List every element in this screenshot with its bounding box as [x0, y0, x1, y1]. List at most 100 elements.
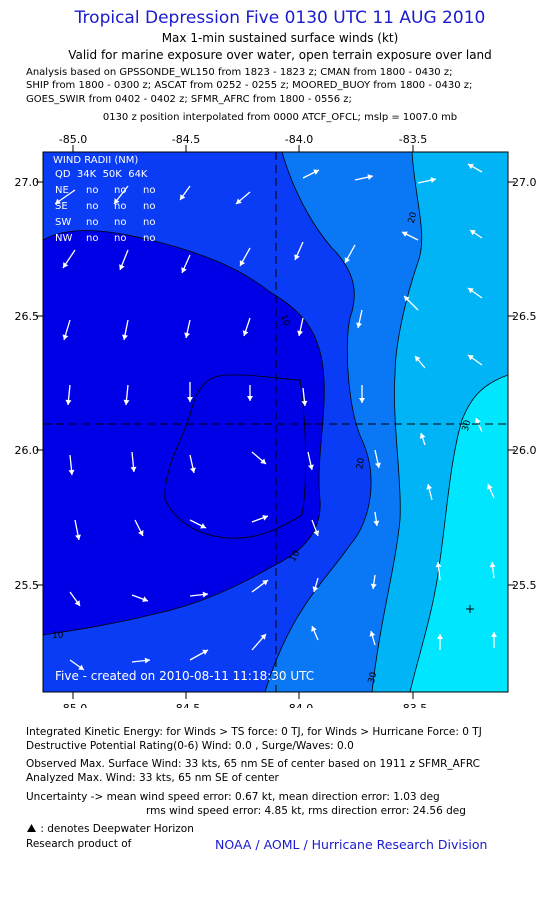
dpr-line: Destructive Potential Rating(0-6) Wind: …	[26, 740, 354, 752]
map-footer: Five - created on 2010-08-11 11:18:30 UT…	[55, 669, 314, 683]
radii-50k: no	[114, 217, 126, 228]
wind-arrow	[189, 454, 196, 474]
wind-analysis-map: 10 20 30 10 30 10 20 WIND RADII (NM) QD …	[15, 133, 537, 708]
radii-quad: NE	[55, 185, 69, 196]
analysis-line: GOES_SWIR from 0402 - 0402 z; SFMR_AFRC …	[26, 93, 352, 105]
wind-radii-table: WIND RADII (NM) QD 34K 50K 64K NE no no …	[53, 155, 155, 244]
contour-line-20b	[371, 152, 423, 692]
wind-arrow	[131, 657, 151, 664]
lat-tick-label: 27.0	[15, 176, 40, 189]
wind-arrow	[181, 254, 191, 274]
wind-arrow	[131, 594, 149, 603]
contour-line-10	[43, 230, 325, 636]
deepwater-text: : denotes Deepwater Horizon	[40, 823, 194, 835]
wind-arrow	[370, 574, 377, 590]
wind-arrow	[487, 483, 495, 499]
wind-arrow	[344, 244, 356, 264]
wind-arrow	[62, 319, 71, 341]
lat-tick-label: 26.0	[15, 444, 40, 457]
wind-arrow	[403, 295, 419, 311]
wind-arrow	[467, 354, 483, 366]
wind-arrow	[119, 249, 129, 271]
radii-row-ne: NE no no no	[55, 185, 155, 196]
plot-frame	[42, 151, 509, 693]
uncertainty-line-1: Uncertainty -> mean wind speed error: 0.…	[26, 791, 440, 803]
lat-tick-label: 26.5	[512, 310, 537, 323]
page-title: Tropical Depression Five 0130 UTC 11 AUG…	[74, 8, 486, 28]
wind-arrow	[489, 561, 496, 579]
wind-arrow	[74, 519, 81, 541]
wind-arrow	[356, 309, 363, 329]
wind-arrow	[65, 384, 72, 406]
radii-50k: no	[114, 233, 126, 244]
position-line: 0130 z position interpolated from 0000 A…	[102, 112, 458, 123]
contour-labels: 10 20 30 10 30 10 20	[52, 211, 474, 685]
radii-64k: no	[143, 185, 155, 196]
contour-lines	[43, 152, 508, 692]
wind-arrow	[437, 634, 443, 650]
wind-arrow	[242, 317, 251, 337]
wind-arrow	[354, 174, 374, 181]
axis-ticks	[36, 145, 515, 699]
radii-64k: no	[143, 217, 155, 228]
radii-34k: no	[86, 201, 98, 212]
wind-arrow	[373, 511, 380, 527]
radii-row-se: SE no no no	[55, 201, 155, 212]
wind-arrow	[62, 249, 76, 269]
band-gt40	[410, 375, 508, 692]
analysis-sources: Analysis based on GPSSONDE_WL150 from 18…	[26, 66, 472, 106]
contour-line-20a	[264, 152, 372, 692]
wind-arrow	[311, 625, 319, 641]
wind-arrow	[374, 449, 381, 469]
subtitle-winds: Max 1-min sustained surface winds (kt)	[161, 31, 399, 45]
wind-arrow	[134, 519, 144, 537]
radii-quad: SW	[55, 217, 71, 228]
lon-tick-labels: -85.0 -84.5 -84.0 -83.5 -85.0 -84.5 -84.…	[59, 133, 427, 708]
wind-arrow	[467, 287, 483, 299]
contour-label: 10	[52, 631, 64, 641]
radii-34k: no	[86, 233, 98, 244]
wind-arrow	[297, 317, 304, 337]
band-lt10-core	[164, 374, 306, 539]
lon-tick-label: -84.0	[285, 702, 313, 708]
lat-tick-label: 25.5	[15, 579, 40, 592]
radii-50k: no	[114, 185, 126, 196]
wind-arrow	[179, 185, 191, 201]
wind-arrow	[469, 229, 483, 239]
wind-arrow	[369, 630, 376, 646]
wind-arrow	[130, 451, 137, 473]
analysis-line: Analysis based on GPSSONDE_WL150 from 18…	[26, 67, 453, 78]
lon-tick-label: -84.0	[285, 133, 313, 146]
lon-tick-label: -85.0	[59, 702, 87, 708]
lon-tick-label: -84.5	[172, 702, 200, 708]
subtitle-exposure: Valid for marine exposure over water, op…	[68, 48, 492, 62]
lat-tick-label: 27.0	[512, 176, 537, 189]
deepwater-legend: : denotes Deepwater Horizon	[26, 823, 194, 835]
wind-arrow	[435, 561, 442, 581]
wind-arrow	[401, 231, 419, 241]
wind-arrow	[311, 519, 320, 537]
wind-arrow	[294, 241, 304, 261]
wind-arrow	[113, 185, 129, 205]
wind-arrow	[189, 591, 209, 598]
wind-arrow	[426, 483, 433, 501]
wind-vectors	[54, 163, 497, 671]
wind-arrow	[239, 247, 251, 267]
wind-contour-bands: 10 20 30 10 30 10 20 WIND RADII (NM) QD …	[43, 152, 508, 692]
lat-tick-label: 26.0	[512, 444, 537, 457]
radii-columns: QD 34K 50K 64K	[55, 169, 148, 180]
contour-line-10-core	[164, 374, 307, 539]
wind-arrow	[251, 451, 267, 465]
wind-arrow	[69, 659, 85, 671]
wind-arrow	[251, 514, 269, 523]
wind-arrow	[419, 432, 426, 446]
wind-arrow	[302, 169, 320, 179]
lon-tick-label: -85.0	[59, 133, 87, 146]
observed-max-wind: Observed Max. Surface Wind: 33 kts, 65 n…	[26, 758, 481, 770]
wind-arrow	[307, 451, 314, 471]
radii-row-nw: NW no no no	[55, 233, 155, 244]
analyzed-max-wind: Analyzed Max. Wind: 33 kts, 65 nm SE of …	[26, 772, 279, 784]
wind-arrow	[312, 577, 319, 593]
noaa-credit-link[interactable]: NOAA / AOML / Hurricane Research Divisio…	[215, 837, 488, 852]
lat-tick-label: 25.5	[512, 579, 537, 592]
